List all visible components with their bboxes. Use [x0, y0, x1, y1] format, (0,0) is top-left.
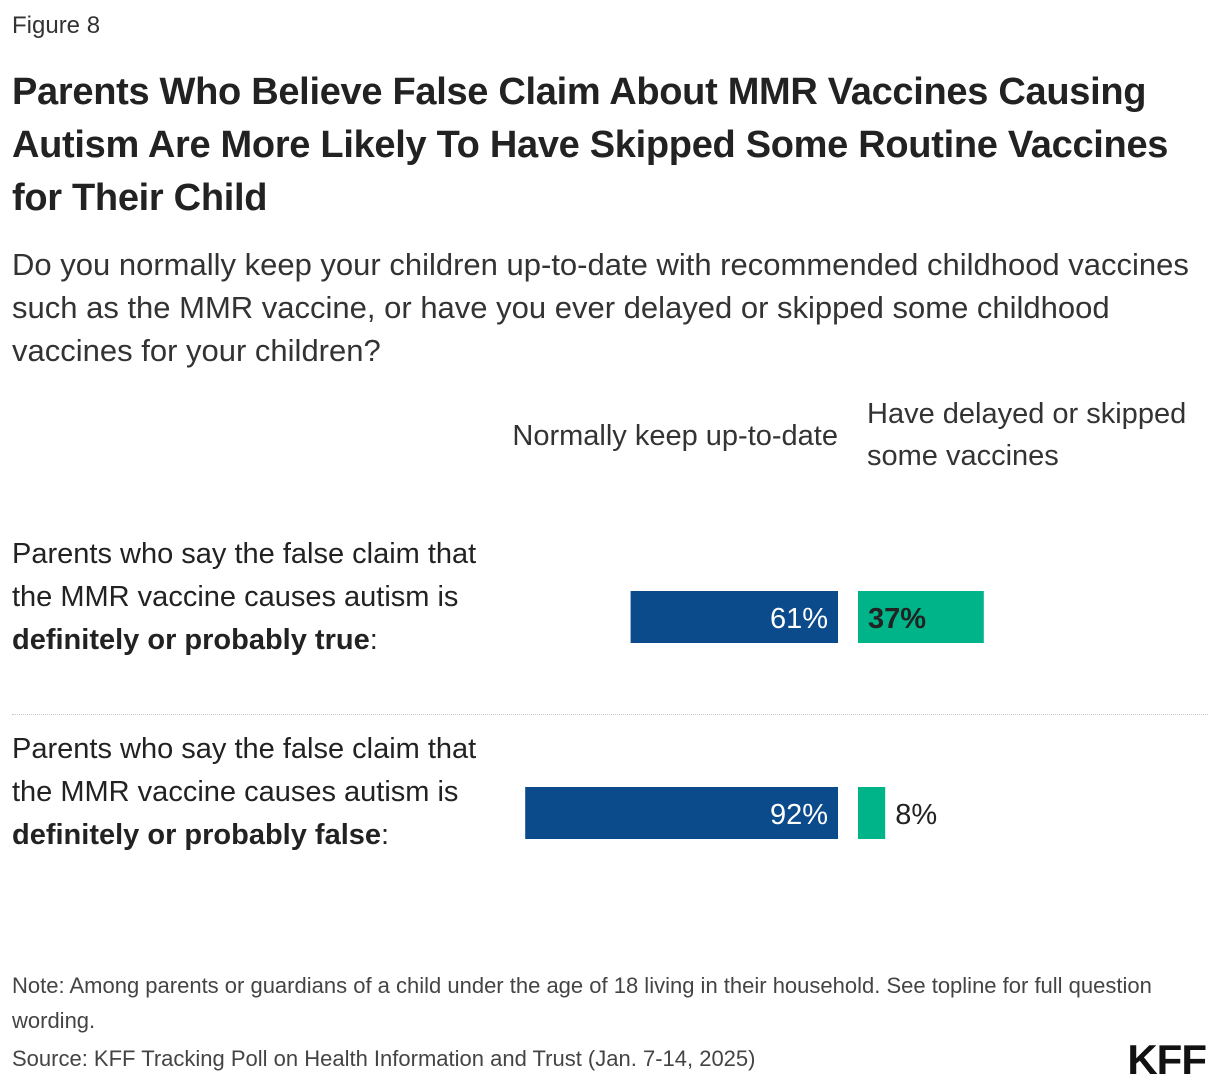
row-label-true-prefix: Parents who say the false claim that the…: [12, 538, 477, 613]
row-label-true: Parents who say the false claim that the…: [12, 533, 502, 662]
label-delayed-skipped-1: 8%: [895, 799, 937, 831]
chart-note: Note: Among parents or guardians of a ch…: [12, 973, 1152, 1033]
label-up-to-date-0: 61%: [770, 603, 828, 635]
row-label-false: Parents who say the false claim that the…: [12, 728, 502, 857]
chart-title: Parents Who Believe False Claim About MM…: [12, 71, 1169, 219]
row-label-false-prefix: Parents who say the false claim that the…: [12, 733, 477, 808]
bar-up-to-date-0: [630, 591, 838, 643]
row-label-true-bold: definitely or probably true: [12, 624, 370, 656]
row-label-false-suffix: :: [381, 819, 390, 851]
row-label-false-bold: definitely or probably false: [12, 819, 382, 851]
bar-delayed-skipped-1: [858, 787, 886, 839]
row-divider: [12, 714, 1208, 715]
label-delayed-skipped-0: 37%: [868, 603, 926, 635]
bar-up-to-date-1: [525, 787, 838, 839]
column-header-up-to-date: Normally keep up-to-date: [512, 420, 838, 452]
label-up-to-date-1: 92%: [770, 799, 828, 831]
figure-label: Figure 8: [12, 12, 101, 39]
kff-logo: KFF: [1127, 1036, 1207, 1083]
chart-subtitle: Do you normally keep your children up-to…: [12, 247, 1189, 368]
chart-source: Source: KFF Tracking Poll on Health Info…: [12, 1046, 756, 1071]
bar-delayed-skipped-0: [858, 591, 984, 643]
column-header-delayed-skipped: Have delayed or skipped some vaccines: [867, 398, 1187, 472]
row-label-true-suffix: :: [369, 624, 378, 656]
